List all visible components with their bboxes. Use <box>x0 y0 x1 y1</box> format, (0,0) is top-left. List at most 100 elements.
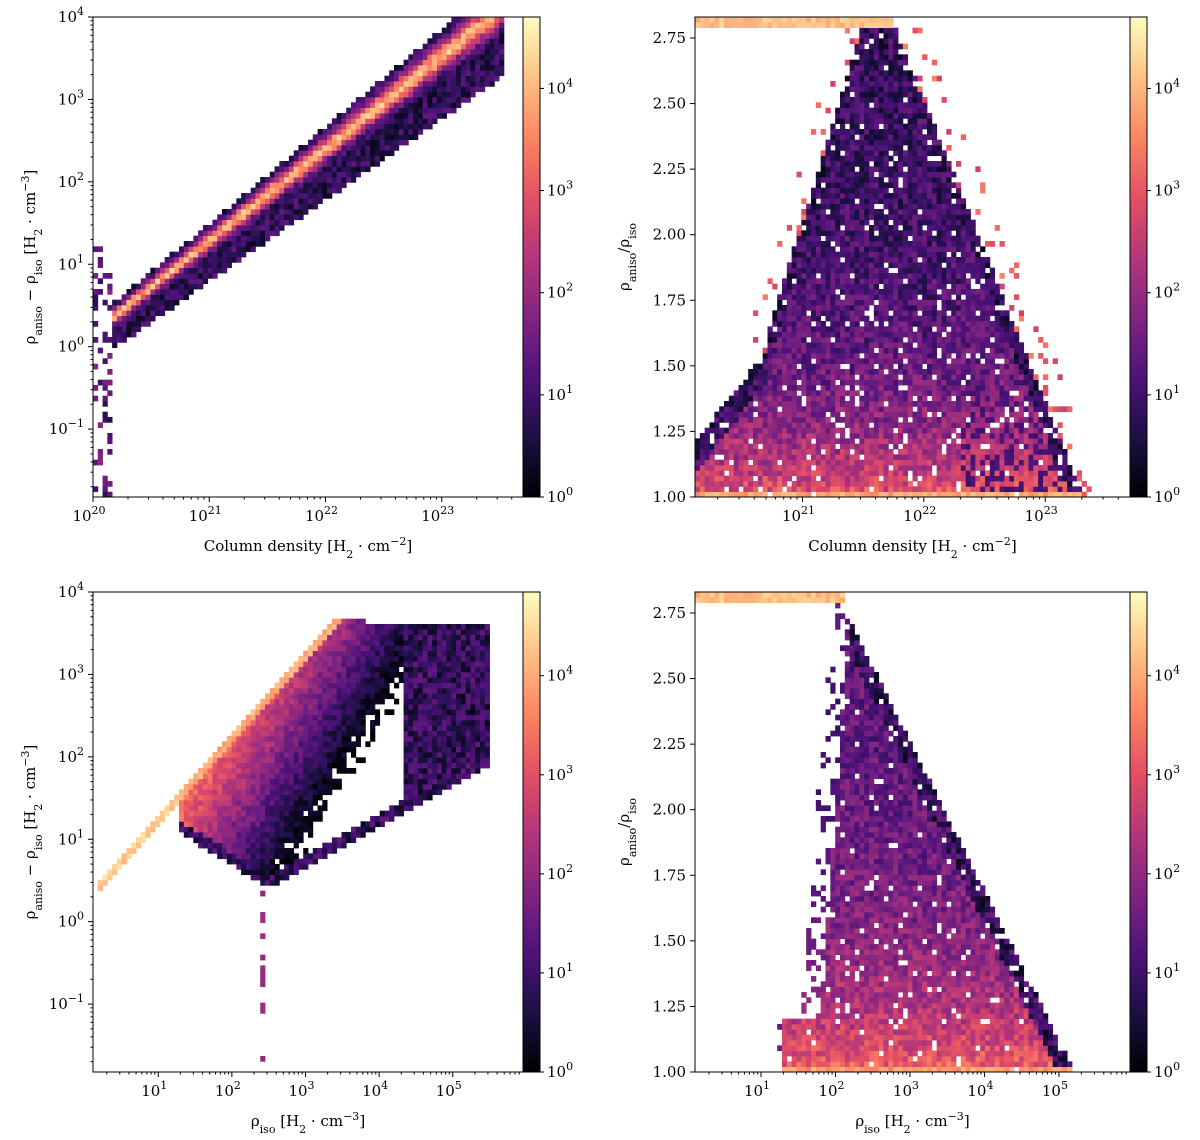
heatmap-cell <box>360 97 366 103</box>
heatmap-cell <box>980 406 986 413</box>
heatmap-cell <box>825 166 831 173</box>
heatmap-cell <box>465 43 471 50</box>
heatmap-cell <box>970 395 976 402</box>
heatmap-cell <box>946 214 952 221</box>
heatmap-cell <box>994 337 1000 343</box>
heatmap-cell <box>1067 465 1073 471</box>
heatmap-cell <box>695 22 701 29</box>
heatmap-cell <box>893 91 899 98</box>
heatmap-cell <box>820 326 826 333</box>
heatmap-cell <box>806 374 812 381</box>
heatmap-cell <box>927 481 933 487</box>
heatmap-cell <box>269 171 275 178</box>
heatmap-cell <box>183 289 189 295</box>
heatmap-cell <box>806 209 812 215</box>
heatmap-cell <box>859 363 865 370</box>
heatmap-cell <box>451 81 457 87</box>
heatmap-cell <box>1004 363 1010 370</box>
heatmap-cell <box>917 433 923 439</box>
heatmap-cell <box>864 427 870 434</box>
heatmap-cell <box>782 401 788 407</box>
heatmap-cell <box>840 278 846 285</box>
heatmap-cell <box>370 139 376 146</box>
heatmap-cell <box>975 278 981 285</box>
heatmap-cell <box>859 481 865 487</box>
heatmap-cell <box>699 486 706 493</box>
heatmap-cell <box>869 203 875 210</box>
heatmap-cell <box>255 235 261 242</box>
heatmap-cell <box>951 219 957 226</box>
heatmap-cell <box>422 118 428 125</box>
heatmap-cell <box>317 129 323 135</box>
heatmap-cell <box>159 273 166 279</box>
heatmap-cell <box>791 406 797 413</box>
heatmap-cell <box>946 433 952 439</box>
heatmap-cell <box>849 86 855 93</box>
heatmap-cell <box>835 203 841 210</box>
heatmap-cell <box>893 385 899 391</box>
heatmap-cell <box>389 139 395 146</box>
heatmap-cell <box>873 438 880 445</box>
heatmap-cell <box>164 289 170 295</box>
heatmap-cell <box>869 491 875 498</box>
heatmap-cell <box>441 91 447 98</box>
heatmap-cell <box>370 97 376 103</box>
heatmap-cell <box>1072 475 1078 482</box>
heatmap-cell <box>1043 342 1049 349</box>
heatmap-cell <box>183 294 189 301</box>
heatmap-cell <box>975 379 981 386</box>
heatmap-cell <box>820 374 826 381</box>
heatmap-cell <box>970 257 976 263</box>
heatmap-cell <box>748 395 754 402</box>
heatmap-cell <box>994 225 1000 231</box>
heatmap-cell <box>806 411 812 418</box>
heatmap-cell <box>907 379 913 386</box>
heatmap-cell <box>830 342 836 349</box>
heatmap-cell <box>951 182 957 189</box>
heatmap-cell <box>844 486 851 493</box>
heatmap-cell <box>854 262 860 269</box>
heatmap-cell <box>743 449 749 455</box>
heatmap-cell <box>999 454 1005 461</box>
heatmap-cell <box>951 390 957 397</box>
heatmap-cell <box>888 171 894 178</box>
heatmap-cell <box>355 150 361 157</box>
heatmap-cell <box>898 166 904 173</box>
heatmap-cell <box>956 315 962 322</box>
heatmap-cell <box>753 390 759 397</box>
heatmap-cell <box>864 91 870 98</box>
heatmap-cell <box>927 123 933 130</box>
heatmap-cell <box>936 315 942 322</box>
heatmap-cell <box>902 75 909 82</box>
heatmap-cell <box>873 278 880 285</box>
heatmap-cell <box>840 454 846 461</box>
heatmap-cell <box>970 374 976 381</box>
heatmap-cell <box>1028 395 1034 402</box>
heatmap-cell <box>728 433 735 439</box>
heatmap-cell <box>475 33 481 39</box>
heatmap-cell <box>1033 390 1039 397</box>
heatmap-cell <box>902 283 909 290</box>
heatmap-cell <box>878 86 884 93</box>
heatmap-cell <box>840 438 846 445</box>
heatmap-cell <box>791 470 797 477</box>
heatmap-cell <box>437 75 443 82</box>
heatmap-cell <box>293 209 299 215</box>
heatmap-cell <box>951 241 957 247</box>
heatmap-cell <box>796 267 802 274</box>
heatmap-cell <box>413 81 419 87</box>
heatmap-cell <box>883 225 889 231</box>
heatmap-cell <box>174 278 180 285</box>
heatmap-cell <box>912 486 918 493</box>
heatmap-cell <box>922 166 928 173</box>
heatmap-cell <box>753 17 759 23</box>
heatmap-cell <box>844 342 851 349</box>
heatmap-cell <box>231 241 237 247</box>
heatmap-cell <box>796 294 802 301</box>
heatmap-cell <box>888 70 894 77</box>
heatmap-cell <box>801 470 807 477</box>
heatmap-cell <box>806 406 812 413</box>
heatmap-cell <box>360 161 366 167</box>
heatmap-cell <box>437 43 443 50</box>
heatmap-cell <box>873 326 880 333</box>
